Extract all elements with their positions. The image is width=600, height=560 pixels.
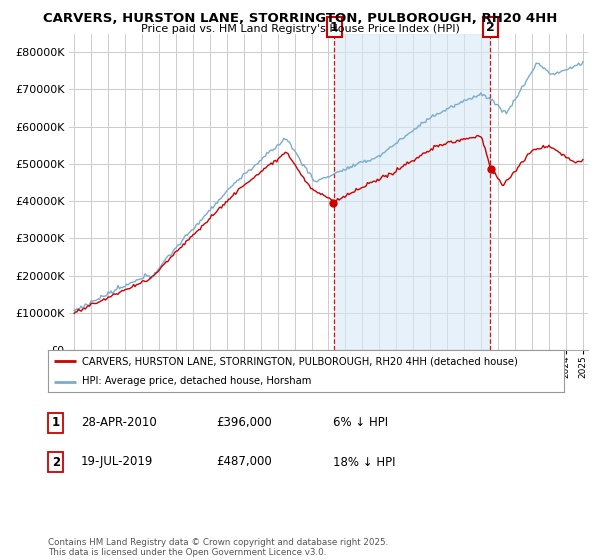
Text: Contains HM Land Registry data © Crown copyright and database right 2025.
This d: Contains HM Land Registry data © Crown c…	[48, 538, 388, 557]
Text: CARVERS, HURSTON LANE, STORRINGTON, PULBOROUGH, RH20 4HH: CARVERS, HURSTON LANE, STORRINGTON, PULB…	[43, 12, 557, 25]
Text: 1: 1	[52, 416, 60, 430]
Text: HPI: Average price, detached house, Horsham: HPI: Average price, detached house, Hors…	[82, 376, 311, 386]
Text: 1: 1	[330, 21, 338, 34]
Text: 2: 2	[52, 455, 60, 469]
Text: £396,000: £396,000	[216, 416, 272, 430]
Text: CARVERS, HURSTON LANE, STORRINGTON, PULBOROUGH, RH20 4HH (detached house): CARVERS, HURSTON LANE, STORRINGTON, PULB…	[82, 356, 517, 366]
Text: 2: 2	[486, 21, 495, 34]
Bar	[334, 34, 490, 350]
Text: 18% ↓ HPI: 18% ↓ HPI	[333, 455, 395, 469]
Text: 6% ↓ HPI: 6% ↓ HPI	[333, 416, 388, 430]
Text: 28-APR-2010: 28-APR-2010	[81, 416, 157, 430]
Text: £487,000: £487,000	[216, 455, 272, 469]
Text: 19-JUL-2019: 19-JUL-2019	[81, 455, 154, 469]
Text: Price paid vs. HM Land Registry's House Price Index (HPI): Price paid vs. HM Land Registry's House …	[140, 24, 460, 34]
